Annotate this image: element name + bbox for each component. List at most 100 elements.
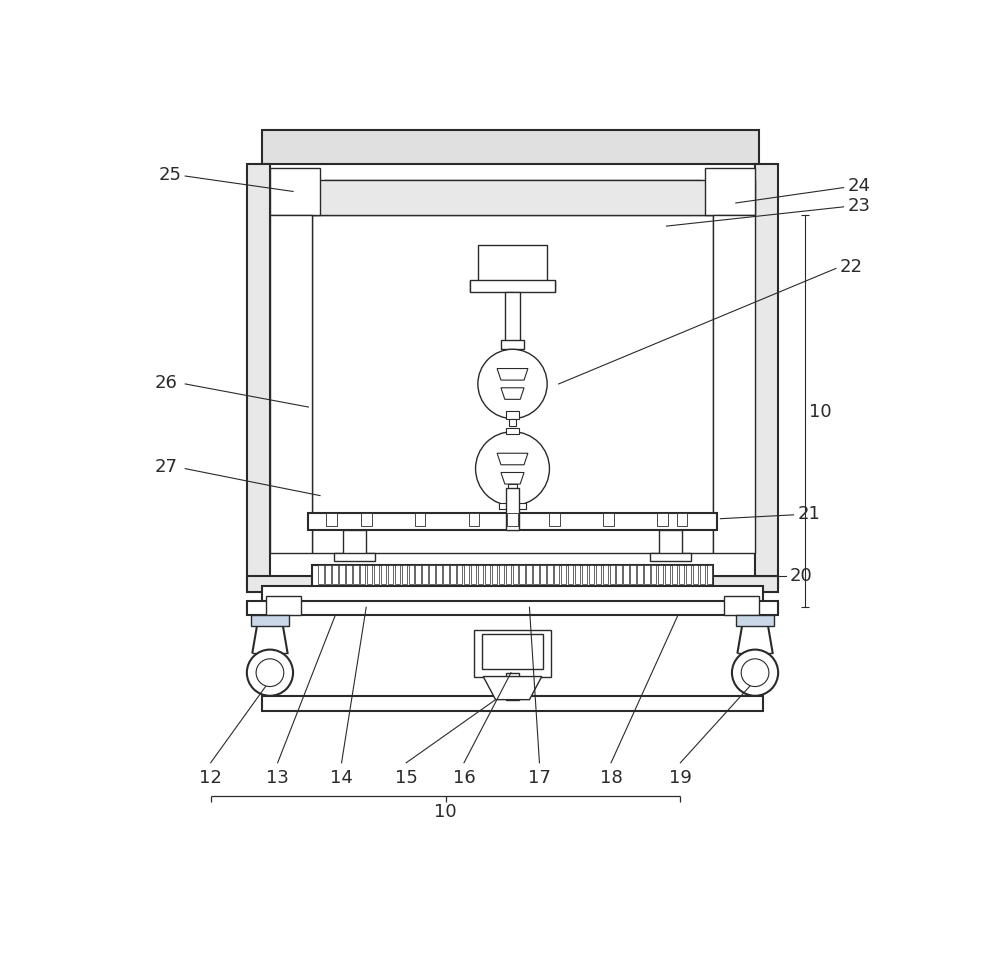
Text: 13: 13 (266, 768, 289, 786)
Bar (339, 565, 345, 584)
Bar (429, 565, 435, 584)
Polygon shape (501, 473, 524, 484)
Bar (679, 565, 684, 584)
Bar (308, 514, 717, 530)
Bar (533, 565, 539, 584)
Bar (478, 246, 547, 284)
Bar (478, 565, 483, 584)
Bar (616, 565, 622, 584)
Bar (343, 530, 366, 557)
Bar (409, 565, 414, 584)
Polygon shape (497, 369, 528, 381)
Bar (700, 565, 705, 584)
Bar (568, 565, 573, 584)
Bar (415, 565, 421, 584)
Bar (677, 514, 687, 527)
Bar (247, 602, 778, 615)
Bar (464, 565, 469, 584)
Text: 21: 21 (798, 504, 820, 522)
Bar (388, 565, 393, 584)
Bar (499, 565, 504, 584)
Text: 15: 15 (395, 768, 418, 786)
Bar (262, 696, 763, 711)
Bar (395, 565, 400, 584)
Bar (575, 565, 580, 584)
Text: 10: 10 (809, 403, 832, 421)
Bar (251, 615, 289, 627)
Bar (651, 565, 656, 584)
Bar (644, 565, 650, 584)
Text: 25: 25 (158, 166, 181, 185)
Bar (485, 565, 490, 584)
Text: 17: 17 (528, 768, 551, 786)
Text: 26: 26 (155, 373, 177, 391)
Bar (736, 615, 774, 627)
Text: 18: 18 (600, 768, 622, 786)
Bar (705, 169, 755, 215)
Bar (312, 565, 713, 588)
Bar (506, 488, 519, 530)
Text: 16: 16 (453, 768, 475, 786)
Bar (247, 165, 270, 588)
Bar (270, 169, 320, 215)
Polygon shape (501, 388, 524, 400)
Bar (707, 565, 712, 584)
Circle shape (247, 650, 293, 696)
Bar (499, 504, 526, 510)
Bar (457, 565, 462, 584)
Text: 24: 24 (848, 177, 870, 195)
Text: 20: 20 (790, 566, 813, 584)
Bar (325, 565, 331, 584)
Bar (547, 565, 553, 584)
Bar (270, 215, 312, 554)
Bar (630, 565, 636, 584)
Bar (540, 565, 546, 584)
Bar (334, 554, 375, 561)
Bar (657, 514, 668, 527)
Text: 19: 19 (669, 768, 692, 786)
Bar (346, 565, 352, 584)
Bar (474, 630, 551, 677)
Bar (650, 554, 691, 561)
Bar (266, 596, 301, 615)
Bar (549, 514, 560, 527)
Bar (603, 514, 614, 527)
Bar (443, 565, 449, 584)
Bar (353, 565, 358, 584)
Bar (672, 565, 677, 584)
Circle shape (256, 659, 284, 687)
Bar (312, 215, 713, 554)
Bar (637, 565, 643, 584)
Text: 12: 12 (199, 768, 222, 786)
Bar (623, 565, 629, 584)
Bar (367, 565, 372, 584)
Polygon shape (483, 677, 542, 700)
Bar (482, 634, 543, 669)
Bar (492, 565, 497, 584)
Circle shape (741, 659, 769, 687)
Bar (361, 514, 372, 527)
Bar (270, 181, 755, 215)
Bar (381, 565, 386, 584)
Bar (659, 530, 682, 557)
Bar (519, 565, 525, 584)
Bar (755, 165, 778, 588)
Bar (561, 565, 566, 584)
Bar (402, 565, 407, 584)
Circle shape (476, 432, 549, 506)
Bar (686, 565, 691, 584)
Bar (470, 281, 555, 292)
Circle shape (478, 350, 547, 419)
Bar (589, 565, 594, 584)
Bar (318, 565, 324, 584)
Bar (262, 587, 763, 604)
Text: 22: 22 (840, 258, 863, 276)
Circle shape (732, 650, 778, 696)
Bar (610, 565, 615, 584)
Bar (415, 514, 425, 527)
Bar (501, 341, 524, 350)
Text: 10: 10 (434, 802, 457, 821)
Bar (724, 596, 759, 615)
Bar (262, 131, 759, 165)
Bar (506, 429, 519, 434)
